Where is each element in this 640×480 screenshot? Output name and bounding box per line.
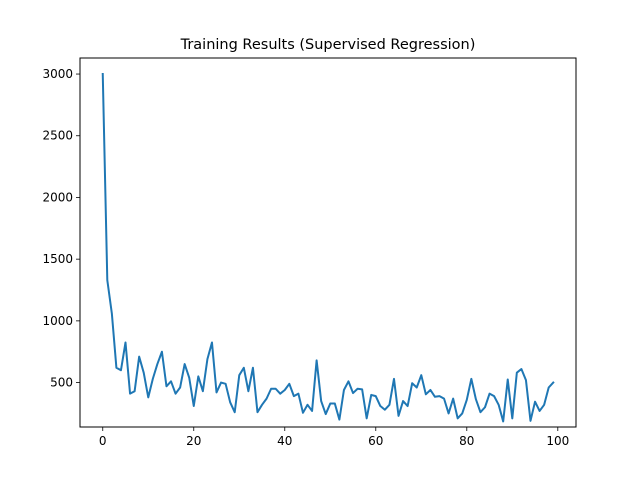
axes-frame xyxy=(79,57,577,428)
y-tick-label: 2000 xyxy=(42,190,73,204)
x-tick-label: 40 xyxy=(277,434,292,448)
x-tick-label: 20 xyxy=(186,434,201,448)
x-tick-label: 80 xyxy=(459,434,474,448)
x-tick-label: 60 xyxy=(368,434,383,448)
chart-title: Training Results (Supervised Regression) xyxy=(180,37,476,53)
y-tick-label: 2500 xyxy=(42,129,73,143)
x-tick-label: 100 xyxy=(546,434,569,448)
axis-ticks: 0 20 40 60 80 100 500 1000 1500 2000 2500 3000 xyxy=(42,67,569,448)
series-line xyxy=(101,73,555,423)
y-tick-label: 3000 xyxy=(42,67,73,81)
y-tick-label: 1500 xyxy=(42,252,73,266)
x-tick-label: 0 xyxy=(99,434,107,448)
y-tick-label: 1000 xyxy=(42,314,73,328)
y-tick-label: 500 xyxy=(50,376,73,390)
